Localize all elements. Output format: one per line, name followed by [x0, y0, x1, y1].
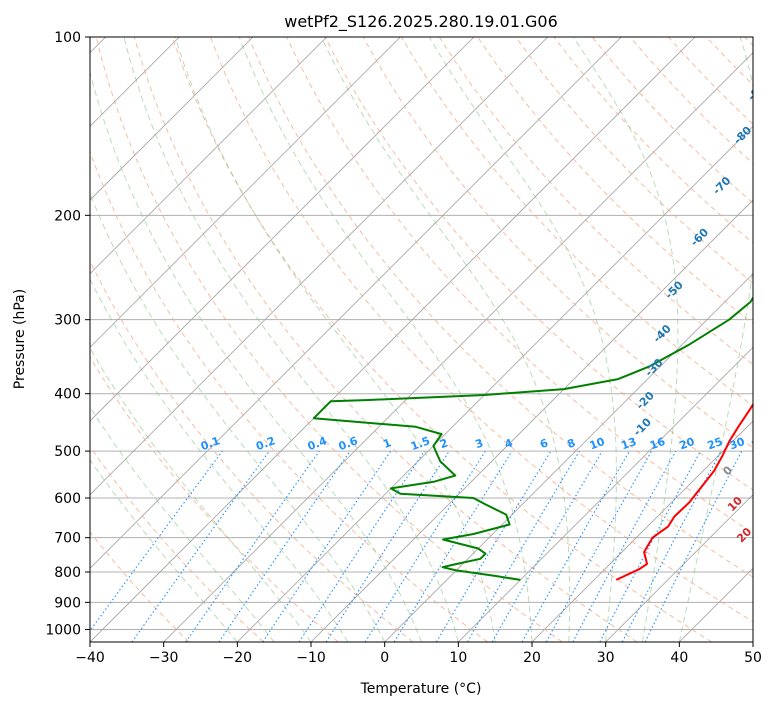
mixing-ratio-label: 1.5 — [409, 434, 432, 453]
y-tick-label: 600 — [54, 491, 81, 507]
mixing-ratio-label: 0.4 — [306, 434, 329, 453]
moist-adiabat-line — [239, 37, 532, 642]
dry-adiabat-label: -40 — [651, 322, 674, 345]
mixing-ratio-line — [263, 451, 391, 642]
isotherm-line — [385, 37, 775, 642]
isotherm-line — [90, 37, 695, 642]
x-tick-label: −40 — [75, 650, 105, 666]
dry-adiabat-line — [58, 37, 488, 642]
mixing-ratio-line — [436, 451, 551, 642]
moist-adiabat-label: 40 — [764, 584, 775, 604]
y-tick-label: 800 — [54, 565, 81, 581]
chart-title: wetPf2_S126.2025.280.19.01.G06 — [284, 12, 558, 32]
moist-adiabat-line — [175, 37, 495, 642]
moist-adiabat-line — [16, 37, 348, 642]
dry-adiabat-line — [0, 37, 189, 642]
moist-adiabat-line — [124, 37, 458, 642]
dry-adiabat-label: -70 — [710, 174, 733, 197]
mixing-ratio-label: 3 — [473, 436, 485, 451]
y-tick-label: 500 — [54, 444, 81, 460]
mixing-ratio-line — [468, 451, 580, 642]
x-tick-label: −20 — [223, 650, 253, 666]
isotherm-line — [237, 37, 775, 642]
mixing-ratio-label: 0.1 — [199, 434, 222, 453]
dry-adiabat-line — [0, 37, 264, 642]
dry-adiabat-line — [745, 37, 775, 642]
mixing-ratio-label: 8 — [565, 436, 577, 451]
mixing-ratio-label: 6 — [538, 436, 550, 451]
x-axis-title: Temperature (°C) — [360, 681, 482, 697]
x-tick-label: 20 — [523, 650, 541, 666]
isotherm-line — [679, 37, 775, 642]
moist-adiabat-label: 10 — [725, 494, 745, 514]
y-tick-label: 100 — [54, 30, 81, 46]
moist-adiabat-line — [0, 37, 311, 642]
mixing-ratio-line — [326, 451, 449, 642]
y-tick-label: 700 — [54, 531, 81, 547]
isotherm-line — [0, 37, 474, 642]
x-tick-label: 50 — [744, 650, 762, 666]
x-tick-label: 30 — [597, 650, 615, 666]
x-tick-label: −10 — [296, 650, 326, 666]
plot-area: -100-90-80-70-60-50-40-30-20-10010203040… — [0, 37, 775, 642]
isotherm-line — [0, 37, 400, 642]
dry-adiabat-label: -20 — [634, 389, 657, 412]
mixing-ratio-line — [573, 451, 676, 642]
y-tick-label: 1000 — [45, 622, 81, 638]
mixing-ratio-label: 20 — [678, 435, 697, 453]
dry-adiabat-line — [0, 37, 338, 642]
dry-adiabat-label: -90 — [745, 80, 768, 103]
dry-adiabat-label: -50 — [663, 278, 686, 301]
y-axis-title: Pressure (hPa) — [12, 289, 28, 389]
x-tick-label: 0 — [380, 650, 389, 666]
dry-adiabat-label: -10 — [631, 415, 654, 438]
x-tick-label: −30 — [149, 650, 179, 666]
isotherm-line — [0, 37, 548, 642]
y-tick-label: 200 — [54, 208, 81, 224]
moist-adiabat-label: 20 — [734, 525, 754, 545]
x-tick-label: 10 — [449, 650, 467, 666]
moist-adiabat-line — [0, 37, 274, 642]
dry-adiabat-line — [668, 37, 775, 642]
mixing-ratio-label: 0.6 — [337, 434, 360, 453]
dry-adiabat-label: -100 — [750, 40, 775, 69]
mixing-ratio-line — [299, 451, 424, 642]
y-tick-label: 300 — [54, 313, 81, 329]
isotherm-line — [753, 37, 775, 642]
mixing-ratio-label: 25 — [706, 435, 725, 452]
mixing-ratio-label: 1 — [381, 436, 393, 451]
moist-adiabat-label: 30 — [751, 553, 771, 573]
dry-adiabat-label: -80 — [731, 124, 754, 147]
mixing-ratio-label: 0.2 — [254, 434, 277, 453]
mixing-ratio-label: 13 — [619, 435, 638, 452]
mixing-ratio-label: 10 — [588, 435, 607, 453]
isotherm-line — [0, 37, 327, 642]
isotherm-line — [458, 37, 775, 642]
mixing-ratio-line — [82, 451, 223, 642]
mixing-ratio-line — [600, 451, 701, 642]
moist-adiabat-line — [46, 37, 384, 642]
dry-adiabat-line — [20, 37, 413, 642]
mixing-ratio-label: 2 — [438, 436, 450, 451]
moist-adiabat-label: 0 — [720, 463, 735, 478]
moist-adiabat-line — [0, 37, 237, 642]
x-tick-label: 40 — [670, 650, 688, 666]
y-tick-label: 400 — [54, 387, 81, 403]
isotherm-line — [311, 37, 775, 642]
isotherm-line — [0, 37, 253, 642]
mixing-ratio-label: 16 — [648, 435, 667, 453]
y-tick-label: 900 — [54, 595, 81, 611]
mixing-ratio-line — [522, 451, 629, 642]
isotherm-line — [16, 37, 621, 642]
